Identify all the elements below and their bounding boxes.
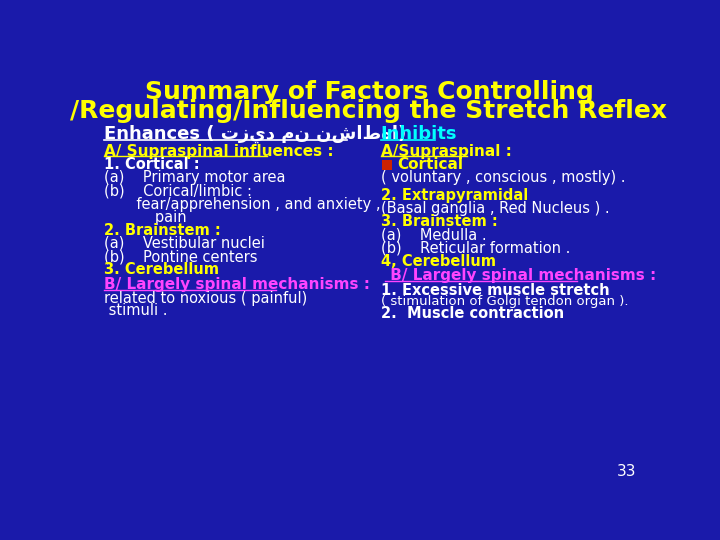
Text: Enhances ( تزيد من نشاطها): Enhances ( تزيد من نشاطها) bbox=[104, 125, 406, 143]
Text: 2.  Muscle contraction: 2. Muscle contraction bbox=[381, 306, 564, 321]
Text: (a)    Primary motor area: (a) Primary motor area bbox=[104, 171, 285, 186]
Text: ( voluntary , conscious , mostly) .: ( voluntary , conscious , mostly) . bbox=[381, 171, 625, 186]
Text: (b)    Corical/limbic :: (b) Corical/limbic : bbox=[104, 184, 252, 199]
Text: 3. Brainstem :: 3. Brainstem : bbox=[381, 214, 498, 230]
Text: pain: pain bbox=[104, 210, 186, 225]
Text: Summary of Factors Controlling: Summary of Factors Controlling bbox=[145, 80, 593, 104]
FancyBboxPatch shape bbox=[382, 160, 392, 170]
Text: (a)    Vestibular nuclei: (a) Vestibular nuclei bbox=[104, 236, 265, 251]
Text: (b)    Pontine centers: (b) Pontine centers bbox=[104, 249, 258, 264]
Text: stimuli .: stimuli . bbox=[104, 303, 168, 318]
Text: /Regulating/Influencing the Stretch Reflex: /Regulating/Influencing the Stretch Refl… bbox=[71, 99, 667, 123]
Text: A/Supraspinal :: A/Supraspinal : bbox=[381, 144, 511, 159]
Text: 33: 33 bbox=[617, 464, 636, 479]
Text: 1. Cortical :: 1. Cortical : bbox=[104, 157, 199, 172]
Text: B/ Largely spinal mechanisms :: B/ Largely spinal mechanisms : bbox=[385, 268, 657, 284]
Text: 2. Extrapyramidal: 2. Extrapyramidal bbox=[381, 188, 528, 203]
Text: 4, Cerebellum: 4, Cerebellum bbox=[381, 254, 495, 268]
Text: Cortical: Cortical bbox=[397, 157, 464, 172]
Text: 3. Cerebellum: 3. Cerebellum bbox=[104, 262, 219, 277]
Text: ( stimulation of Golgi tendon organ ).: ( stimulation of Golgi tendon organ ). bbox=[381, 295, 628, 308]
Text: (a)    Medulla .: (a) Medulla . bbox=[381, 227, 486, 242]
Text: 1. Excessive muscle stretch: 1. Excessive muscle stretch bbox=[381, 283, 609, 298]
Text: fear/apprehension , and anxiety ,: fear/apprehension , and anxiety , bbox=[104, 197, 380, 212]
Text: A/ Supraspinal influences :: A/ Supraspinal influences : bbox=[104, 144, 333, 159]
Text: B/ Largely spinal mechanisms :: B/ Largely spinal mechanisms : bbox=[104, 276, 370, 292]
Text: Inhibits: Inhibits bbox=[381, 125, 457, 143]
Text: (b)    Reticular formation .: (b) Reticular formation . bbox=[381, 240, 570, 255]
Text: (Basal ganglia , Red Nucleus ) .: (Basal ganglia , Red Nucleus ) . bbox=[381, 201, 609, 217]
Text: 2. Brainstem :: 2. Brainstem : bbox=[104, 223, 221, 238]
Text: related to noxious ( painful): related to noxious ( painful) bbox=[104, 291, 307, 306]
